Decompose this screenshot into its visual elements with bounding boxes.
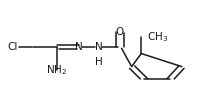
Text: N: N	[75, 42, 83, 53]
Text: NH$_2$: NH$_2$	[46, 63, 67, 77]
Text: Cl: Cl	[8, 42, 18, 53]
Text: H: H	[95, 57, 102, 67]
Text: CH$_3$: CH$_3$	[147, 31, 168, 44]
Text: O: O	[116, 27, 124, 37]
Text: N: N	[95, 42, 102, 53]
